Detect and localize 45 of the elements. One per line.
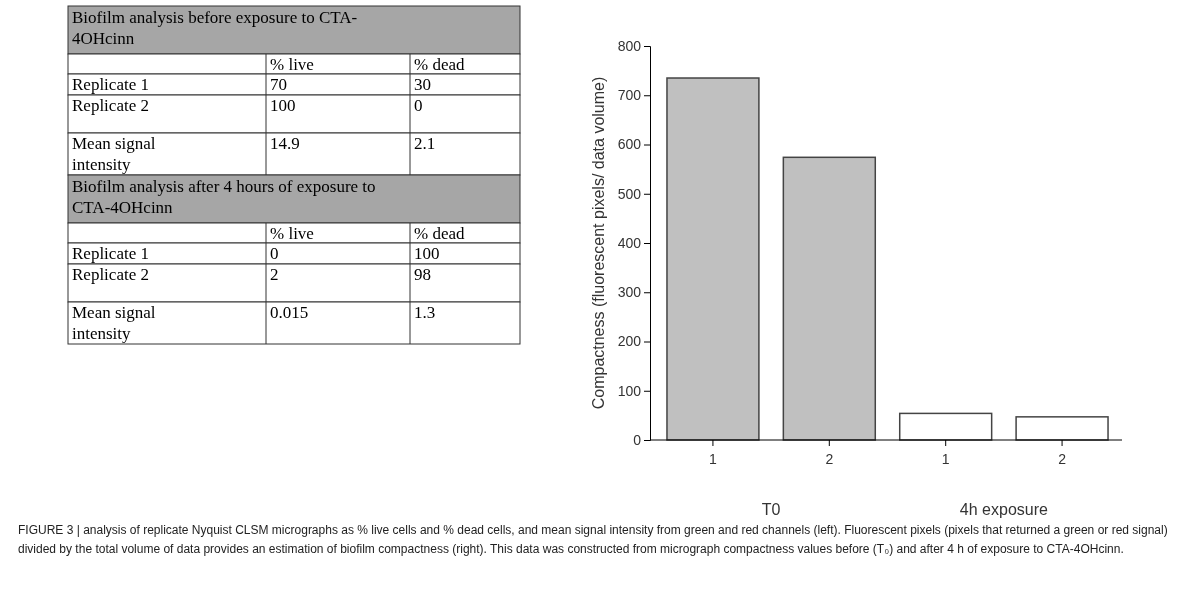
category-label: % live: [270, 55, 314, 74]
x-tick-label: 1: [941, 451, 950, 468]
y-tick-label: 500: [617, 185, 642, 202]
text: 30: [414, 75, 431, 94]
x-tick-label: 2: [1058, 451, 1067, 468]
category-label: Replicate 1: [72, 75, 149, 94]
text: 70: [270, 75, 287, 94]
text: 2.1: [414, 134, 436, 153]
caption: FIGURE 3 | analysis of replicate Nyquist CLSM micrographs as % live cells and % dead cells, and mean signal intensity from green and red channels (left). Fluorescent pixels (pixels that returned a green or red signal) divided by the total volume of data provides an estimation of biofilm compactness (right). This data was constructed from micrograph compactness values before (T₀) and after 4 h of exposure to CTA-4OHcinn.: [18, 523, 1168, 556]
text: 4h exposure: [959, 501, 1049, 518]
y-tick-label: 300: [617, 284, 642, 301]
text: 0: [414, 96, 423, 115]
category-label: % dead: [414, 224, 465, 243]
category-label: Mean signal intensity: [72, 303, 156, 343]
category-label: Replicate 1: [72, 244, 149, 263]
bar: [782, 156, 877, 441]
y-tick-label: 600: [617, 136, 642, 153]
y-tick-label: 700: [617, 87, 642, 104]
text: Biofilm analysis after 4 hours of exposure to CTA-4OHcinn: [72, 177, 376, 217]
y-axis-title: Compactness (fluorescent pixels/ data volume): [590, 76, 607, 410]
y-tick-label: 400: [617, 234, 642, 251]
text: Biofilm analysis before exposure to CTA-4OHcinn: [72, 8, 358, 48]
y-tick-label: 100: [617, 382, 642, 399]
text: 100: [414, 244, 440, 263]
text: 100: [270, 96, 296, 115]
category-label: % dead: [414, 55, 465, 74]
y-tick-label: 0: [633, 431, 642, 448]
x-tick-label: 1: [709, 451, 718, 468]
text: 14.9: [270, 134, 300, 153]
category-label: Replicate 2: [72, 96, 149, 115]
category-label: Replicate 2: [72, 265, 149, 284]
y-tick-label: 800: [617, 37, 642, 54]
text: 0.015: [270, 303, 309, 322]
text: 98: [414, 265, 431, 284]
text: 0: [270, 244, 279, 263]
bar: [666, 77, 760, 441]
category-label: % live: [270, 224, 314, 243]
category-label: Mean signal intensity: [72, 134, 156, 174]
text: 2: [270, 265, 279, 284]
x-tick-label: 2: [825, 451, 834, 468]
text: 1.3: [414, 303, 436, 322]
text: T0: [761, 501, 781, 518]
y-tick-label: 200: [617, 333, 642, 350]
bar: [898, 412, 993, 441]
bar: [1015, 416, 1109, 441]
